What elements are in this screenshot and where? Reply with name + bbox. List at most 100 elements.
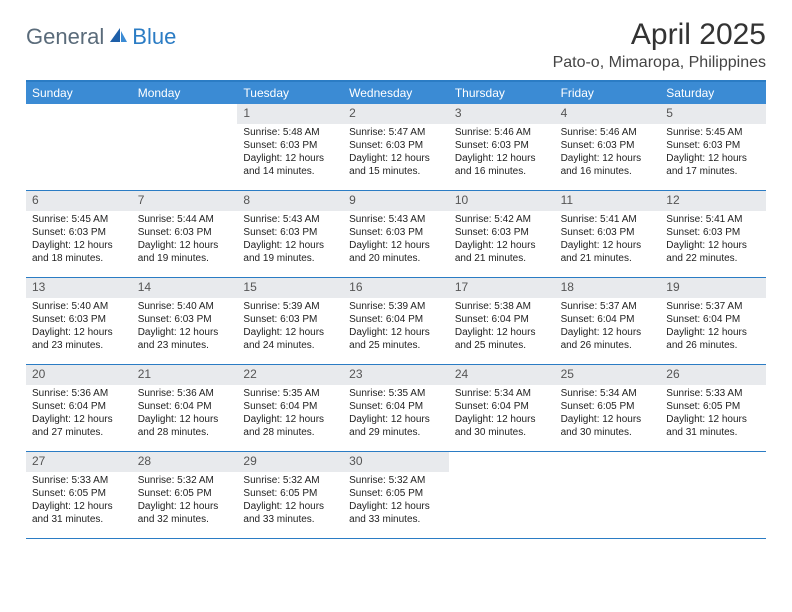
sunset-text: Sunset: 6:04 PM <box>138 400 232 413</box>
sunset-text: Sunset: 6:03 PM <box>666 139 760 152</box>
day-number: 20 <box>26 365 132 385</box>
sunrise-text: Sunrise: 5:38 AM <box>455 300 549 313</box>
day-number: 24 <box>449 365 555 385</box>
calendar-day: 13Sunrise: 5:40 AMSunset: 6:03 PMDayligh… <box>26 278 132 364</box>
daylight-text-2: and 28 minutes. <box>243 426 337 439</box>
calendar-day: 21Sunrise: 5:36 AMSunset: 6:04 PMDayligh… <box>132 365 238 451</box>
day-details: Sunrise: 5:43 AMSunset: 6:03 PMDaylight:… <box>343 211 449 269</box>
calendar-day: 18Sunrise: 5:37 AMSunset: 6:04 PMDayligh… <box>555 278 661 364</box>
sunset-text: Sunset: 6:04 PM <box>561 313 655 326</box>
calendar-day: 16Sunrise: 5:39 AMSunset: 6:04 PMDayligh… <box>343 278 449 364</box>
day-number: 12 <box>660 191 766 211</box>
daylight-text-2: and 20 minutes. <box>349 252 443 265</box>
calendar-week: 6Sunrise: 5:45 AMSunset: 6:03 PMDaylight… <box>26 191 766 278</box>
calendar-day: 11Sunrise: 5:41 AMSunset: 6:03 PMDayligh… <box>555 191 661 277</box>
sunset-text: Sunset: 6:04 PM <box>455 400 549 413</box>
weekday-label: Friday <box>555 82 661 104</box>
daylight-text-1: Daylight: 12 hours <box>138 326 232 339</box>
sunrise-text: Sunrise: 5:41 AM <box>666 213 760 226</box>
daylight-text-1: Daylight: 12 hours <box>138 239 232 252</box>
sunrise-text: Sunrise: 5:35 AM <box>243 387 337 400</box>
daylight-text-2: and 30 minutes. <box>561 426 655 439</box>
weekday-label: Tuesday <box>237 82 343 104</box>
weekday-label: Sunday <box>26 82 132 104</box>
daylight-text-2: and 24 minutes. <box>243 339 337 352</box>
calendar-day: 29Sunrise: 5:32 AMSunset: 6:05 PMDayligh… <box>237 452 343 538</box>
calendar-day: 23Sunrise: 5:35 AMSunset: 6:04 PMDayligh… <box>343 365 449 451</box>
sunrise-text: Sunrise: 5:41 AM <box>561 213 655 226</box>
calendar-day: 24Sunrise: 5:34 AMSunset: 6:04 PMDayligh… <box>449 365 555 451</box>
daylight-text-1: Daylight: 12 hours <box>455 152 549 165</box>
sunset-text: Sunset: 6:03 PM <box>138 226 232 239</box>
sunrise-text: Sunrise: 5:45 AM <box>666 126 760 139</box>
day-number: 6 <box>26 191 132 211</box>
calendar-day: 14Sunrise: 5:40 AMSunset: 6:03 PMDayligh… <box>132 278 238 364</box>
day-number: 14 <box>132 278 238 298</box>
daylight-text-2: and 31 minutes. <box>666 426 760 439</box>
day-number: 15 <box>237 278 343 298</box>
daylight-text-2: and 33 minutes. <box>349 513 443 526</box>
day-number: 27 <box>26 452 132 472</box>
day-details: Sunrise: 5:44 AMSunset: 6:03 PMDaylight:… <box>132 211 238 269</box>
sunset-text: Sunset: 6:05 PM <box>243 487 337 500</box>
calendar-day: 15Sunrise: 5:39 AMSunset: 6:03 PMDayligh… <box>237 278 343 364</box>
sunrise-text: Sunrise: 5:37 AM <box>561 300 655 313</box>
daylight-text-1: Daylight: 12 hours <box>349 500 443 513</box>
sunrise-text: Sunrise: 5:46 AM <box>561 126 655 139</box>
weekday-label: Wednesday <box>343 82 449 104</box>
weekday-label: Monday <box>132 82 238 104</box>
daylight-text-2: and 21 minutes. <box>561 252 655 265</box>
daylight-text-1: Daylight: 12 hours <box>455 326 549 339</box>
sunset-text: Sunset: 6:03 PM <box>666 226 760 239</box>
daylight-text-1: Daylight: 12 hours <box>243 326 337 339</box>
sunset-text: Sunset: 6:03 PM <box>455 139 549 152</box>
weekday-label: Saturday <box>660 82 766 104</box>
sunrise-text: Sunrise: 5:33 AM <box>32 474 126 487</box>
sunset-text: Sunset: 6:03 PM <box>561 226 655 239</box>
sunset-text: Sunset: 6:03 PM <box>32 226 126 239</box>
day-details: Sunrise: 5:47 AMSunset: 6:03 PMDaylight:… <box>343 124 449 182</box>
daylight-text-2: and 16 minutes. <box>561 165 655 178</box>
daylight-text-1: Daylight: 12 hours <box>243 239 337 252</box>
calendar-day: 5Sunrise: 5:45 AMSunset: 6:03 PMDaylight… <box>660 104 766 190</box>
calendar-day: 27Sunrise: 5:33 AMSunset: 6:05 PMDayligh… <box>26 452 132 538</box>
daylight-text-2: and 33 minutes. <box>243 513 337 526</box>
daylight-text-2: and 31 minutes. <box>32 513 126 526</box>
daylight-text-2: and 22 minutes. <box>666 252 760 265</box>
sunset-text: Sunset: 6:03 PM <box>138 313 232 326</box>
daylight-text-2: and 32 minutes. <box>138 513 232 526</box>
day-number: 3 <box>449 104 555 124</box>
day-number: 21 <box>132 365 238 385</box>
day-details: Sunrise: 5:46 AMSunset: 6:03 PMDaylight:… <box>449 124 555 182</box>
weekday-label: Thursday <box>449 82 555 104</box>
daylight-text-1: Daylight: 12 hours <box>243 413 337 426</box>
header: General Blue April 2025 Pato-o, Mimaropa… <box>26 18 766 72</box>
day-details: Sunrise: 5:34 AMSunset: 6:04 PMDaylight:… <box>449 385 555 443</box>
sunset-text: Sunset: 6:04 PM <box>243 400 337 413</box>
daylight-text-1: Daylight: 12 hours <box>243 500 337 513</box>
calendar-day: 1Sunrise: 5:48 AMSunset: 6:03 PMDaylight… <box>237 104 343 190</box>
logo-part1: General <box>26 24 104 49</box>
sunset-text: Sunset: 6:04 PM <box>32 400 126 413</box>
day-details: Sunrise: 5:32 AMSunset: 6:05 PMDaylight:… <box>343 472 449 530</box>
calendar-week: 27Sunrise: 5:33 AMSunset: 6:05 PMDayligh… <box>26 452 766 539</box>
calendar-day: 20Sunrise: 5:36 AMSunset: 6:04 PMDayligh… <box>26 365 132 451</box>
daylight-text-2: and 18 minutes. <box>32 252 126 265</box>
sunrise-text: Sunrise: 5:42 AM <box>455 213 549 226</box>
daylight-text-2: and 21 minutes. <box>455 252 549 265</box>
daylight-text-1: Daylight: 12 hours <box>666 239 760 252</box>
day-number: 29 <box>237 452 343 472</box>
sunset-text: Sunset: 6:04 PM <box>666 313 760 326</box>
sunrise-text: Sunrise: 5:48 AM <box>243 126 337 139</box>
day-details: Sunrise: 5:37 AMSunset: 6:04 PMDaylight:… <box>555 298 661 356</box>
day-details: Sunrise: 5:40 AMSunset: 6:03 PMDaylight:… <box>132 298 238 356</box>
day-details: Sunrise: 5:41 AMSunset: 6:03 PMDaylight:… <box>555 211 661 269</box>
sunrise-text: Sunrise: 5:39 AM <box>243 300 337 313</box>
day-details: Sunrise: 5:33 AMSunset: 6:05 PMDaylight:… <box>26 472 132 530</box>
daylight-text-2: and 16 minutes. <box>455 165 549 178</box>
sunrise-text: Sunrise: 5:34 AM <box>455 387 549 400</box>
day-number: 4 <box>555 104 661 124</box>
sunrise-text: Sunrise: 5:36 AM <box>138 387 232 400</box>
daylight-text-2: and 15 minutes. <box>349 165 443 178</box>
calendar: SundayMondayTuesdayWednesdayThursdayFrid… <box>26 80 766 539</box>
